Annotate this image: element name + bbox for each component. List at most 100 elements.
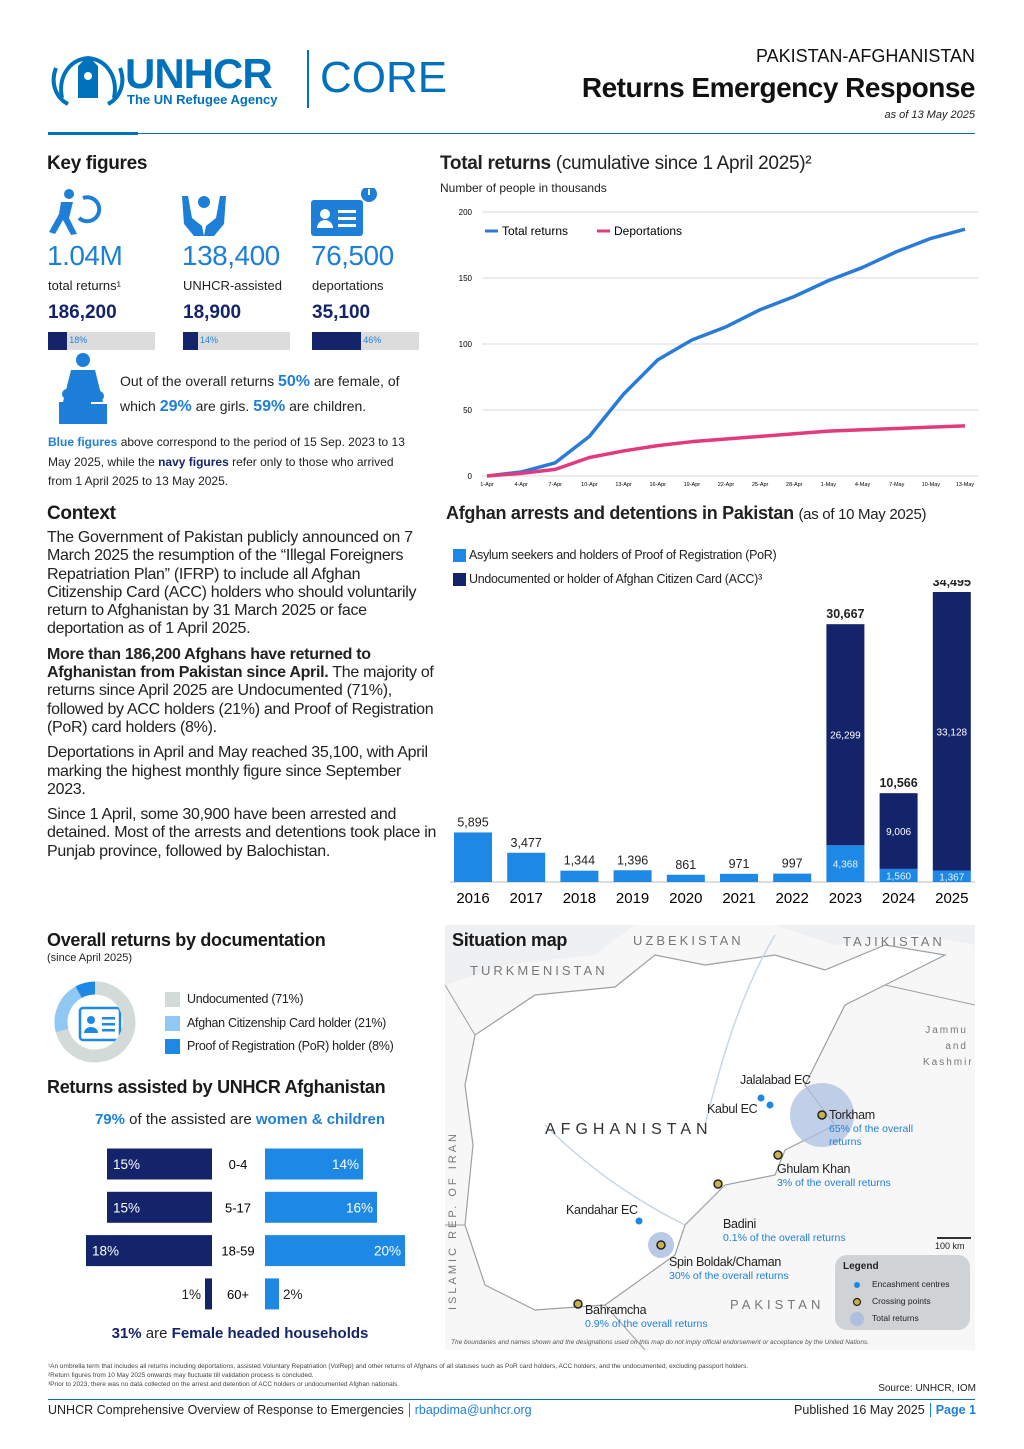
text: refer only to those who arrived from 1 A… <box>48 454 394 489</box>
total-label: 997 <box>782 857 803 871</box>
text: are children. <box>285 398 367 414</box>
x-tick-label: 1-May <box>821 482 837 488</box>
paragraph-text: Since 1 April, some 30,900 have been arr… <box>47 806 437 860</box>
bar <box>265 1148 363 1180</box>
total-label: 3,477 <box>511 836 542 850</box>
paragraph-text: The majority of returns since April 2025… <box>47 664 434 736</box>
value-label: 15% <box>113 1157 140 1172</box>
x-tick-label: 2024 <box>882 890 915 907</box>
paragraph: More than 186,200 Afghans have returned … <box>47 646 439 737</box>
rule <box>48 133 975 134</box>
highlight: Female headed households <box>171 1325 369 1342</box>
bar-segment <box>879 868 918 882</box>
product: CORE <box>320 53 448 102</box>
figure-value: 138,400 <box>182 240 280 271</box>
x-tick-label: 10-May <box>922 482 941 488</box>
legend-title: Legend <box>843 1261 879 1272</box>
family-icon <box>59 353 107 424</box>
bar-segment <box>720 873 758 882</box>
x-tick-label: 10-Apr <box>581 482 598 488</box>
crossing-point <box>773 1150 783 1160</box>
bar-segment <box>454 832 492 882</box>
published: Published 16 May 2025 <box>794 1403 925 1417</box>
bar-segment <box>879 793 918 869</box>
crossing-point <box>573 1299 583 1309</box>
donut-segment <box>55 981 136 1063</box>
segment-label: 9,006 <box>886 827 911 838</box>
title: Total returns <box>440 153 551 174</box>
paragraph-text: Deportations in April and May reached 35… <box>47 744 428 798</box>
bar-segment <box>932 592 971 871</box>
share-track: 46% <box>312 332 419 350</box>
x-tick-label: 2019 <box>616 890 649 907</box>
legend-symbol <box>854 1282 860 1288</box>
highlight: 29% <box>159 398 192 415</box>
footnote: ³Prior to 2023, there was no data collec… <box>48 1381 400 1388</box>
x-tick-label: 4-May <box>855 482 871 488</box>
y-tick-label: 100 <box>459 340 473 349</box>
date: as of 13 May 2025 <box>884 109 975 121</box>
country-label: TURKMENISTAN <box>470 963 608 978</box>
country-label: AFGHANISTAN <box>545 1121 713 1138</box>
segment-label: 1,560 <box>886 871 911 882</box>
highlight: 59% <box>253 398 286 415</box>
segment-label: 4,368 <box>833 860 858 871</box>
encashment-centre <box>635 1217 643 1225</box>
situation-map: Situation map UZBEKISTAN TAJIKISTAN TURKMEN… <box>445 925 975 1350</box>
figure-label: total returns¹ <box>48 278 121 293</box>
place-name: Spin Boldak/Chaman <box>669 1255 782 1269</box>
place-note: 0.9% of the overall returns <box>585 1318 708 1330</box>
x-tick-label: 28-Apr <box>786 482 803 488</box>
subtitle: (since April 2025) <box>47 952 132 964</box>
bar-chart: 5,895 2016 3,477 2017 1,344 2018 1,396 2019 861 2… <box>450 580 975 907</box>
legend-symbol <box>850 1312 864 1326</box>
category-label: 5-17 <box>225 1200 251 1215</box>
chart-title: Total returns (cumulative since 1 April … <box>440 153 812 175</box>
text: are <box>141 1325 172 1342</box>
line-chart: 0 50 100 150 200 1-Apr 4-Apr 7-Apr 10-Apr 13-Apr 1… <box>459 208 978 488</box>
segment-label: 26,299 <box>830 731 861 742</box>
place-name: Badini <box>723 1217 756 1231</box>
y-label: Number of people in thousands <box>440 181 607 195</box>
text: are girls. <box>191 398 254 414</box>
figure-value: 1.04M <box>47 240 123 271</box>
place-name: Kandahar EC <box>566 1203 638 1217</box>
category-label: 60+ <box>227 1287 249 1302</box>
section-title: Context <box>47 503 116 524</box>
donut-segment <box>75 981 96 999</box>
total-label: 5,895 <box>457 815 488 829</box>
divider <box>307 50 309 108</box>
x-tick-label: 4-Apr <box>514 482 528 488</box>
map-shapes <box>445 925 975 1350</box>
line <box>486 424 966 478</box>
y-tick-label: 0 <box>468 472 473 481</box>
bar <box>205 1278 212 1310</box>
bar <box>265 1235 405 1267</box>
total-label: 1,344 <box>564 854 595 868</box>
place-note: 30% of the overall returns <box>669 1270 789 1282</box>
text: of the assisted are <box>124 1111 256 1128</box>
x-tick-label: 2025 <box>935 890 968 907</box>
value-label: 1% <box>181 1287 201 1302</box>
legend-swatch <box>453 573 466 586</box>
y-tick-label: 50 <box>463 406 472 415</box>
legend-label: Crossing points <box>872 1296 931 1306</box>
x-tick-label: 13-Apr <box>615 482 632 488</box>
gender-note: Out of the overall returns 50% are femal… <box>120 369 420 419</box>
y-tick-label: 200 <box>459 208 473 217</box>
subtitle: 79% of the assisted are women & children <box>40 1111 440 1128</box>
disclaimer: The boundaries and names shown and the d… <box>451 1339 870 1346</box>
kf-icons <box>49 188 377 236</box>
place-note: 0.1% of the overall returns <box>723 1232 846 1244</box>
figure-recent: 186,200 <box>48 302 117 323</box>
bar-segment <box>826 845 865 882</box>
total-label: 30,667 <box>826 607 864 621</box>
legend-swatch <box>165 992 180 1007</box>
agency: UNHCR <box>125 50 273 97</box>
legend-label: Asylum seekers and holders of Proof of R… <box>469 548 777 562</box>
chart-title: Afghan arrests and detentions in Pakista… <box>446 503 927 524</box>
footnote: ²Return figures from 10 May 2025 onwards… <box>48 1372 314 1379</box>
encashment-centre <box>757 1094 765 1102</box>
value-label: 18% <box>92 1244 119 1259</box>
bar-segment <box>932 870 971 882</box>
